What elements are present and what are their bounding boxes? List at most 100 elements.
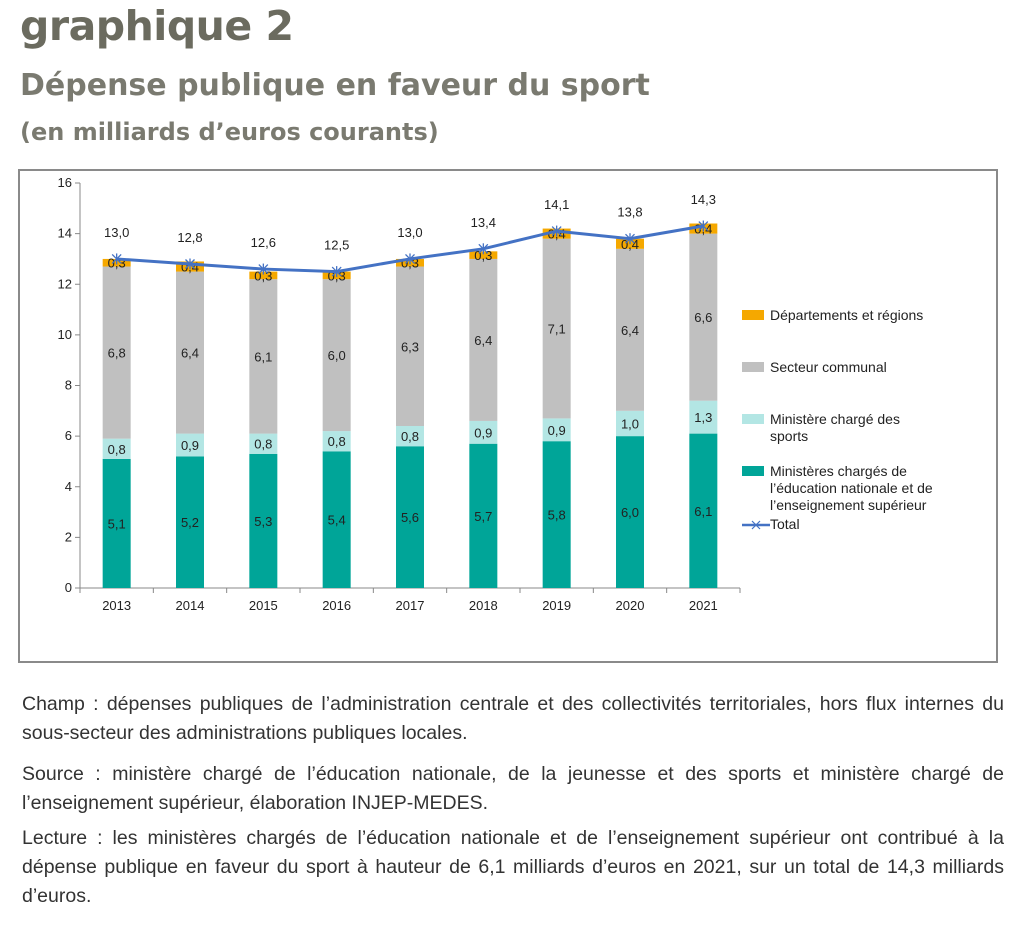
bar-segment: [689, 400, 718, 434]
bar-segment: [689, 433, 718, 588]
bar-segment: [176, 433, 204, 457]
bar-segment: [469, 420, 498, 444]
total-point-marker: [185, 258, 195, 270]
total-point-marker: [331, 266, 342, 278]
chart-subtitle: (en milliards d’euros courants): [20, 118, 439, 146]
y-tick-label: 6: [65, 428, 72, 443]
bar-segment-label: 6,4: [474, 333, 492, 348]
legend-item: Départements et régions: [742, 307, 923, 323]
bar-segment: [396, 266, 424, 426]
bar-segment: [469, 251, 498, 259]
y-tick-label: 0: [65, 580, 72, 595]
bar-segment: [249, 279, 278, 434]
total-point-marker: [258, 263, 269, 275]
y-tick-label: 12: [58, 276, 72, 291]
bar-segment: [542, 238, 571, 419]
x-tick-label: 2013: [102, 598, 131, 613]
bar-segment: [469, 258, 498, 421]
x-tick-label: 2019: [542, 598, 571, 613]
bar-segment: [102, 438, 131, 459]
y-tick-label: 14: [58, 226, 72, 241]
legend-swatch: [742, 466, 764, 476]
total-value-label: 13,4: [471, 215, 496, 230]
chart-axes: 0 2 4 6 8 10 12 14 16 2013 2014 2015 2016 2017 2018 201…: [58, 175, 741, 613]
total-value-label: 14,1: [544, 197, 569, 212]
note-source: Source : ministère chargé de l’éducation…: [22, 763, 1004, 814]
bar-segment-label: 7,1: [548, 322, 566, 337]
y-tick-label: 8: [65, 378, 72, 393]
bar-segment-label: 0,9: [474, 425, 492, 440]
bar-segment-label: 0,8: [108, 442, 126, 457]
x-tick-label: 2017: [396, 598, 425, 613]
bar-segment-label: 0,9: [548, 423, 566, 438]
bar-segment: [249, 453, 278, 588]
total-point-marker: [625, 233, 635, 245]
bar-segment: [542, 418, 571, 442]
figure-label: graphique 2: [20, 2, 294, 50]
bar-segment-label: 5,8: [548, 508, 566, 523]
chart-title: Dépense publique en faveur du sport: [20, 68, 650, 103]
legend-swatch: [742, 310, 764, 320]
legend-item: Secteur communal: [742, 359, 887, 375]
bar-segment-label: 0,3: [474, 248, 492, 263]
total-point-marker: [551, 225, 562, 237]
legend-swatch: [742, 414, 764, 424]
note-champ: Champ : dépenses publiques de l’administ…: [22, 693, 1004, 744]
bar-segment-label: 0,8: [328, 434, 346, 449]
bar-segment-label: 0,8: [401, 429, 419, 444]
total-value-label: 13,0: [397, 225, 422, 240]
bar-segment-label: 0,9: [181, 438, 199, 453]
bar-segment-label: 6,0: [621, 505, 639, 520]
bar-segment-label: 6,4: [181, 346, 199, 361]
bar-segment: [102, 266, 131, 439]
x-tick-label: 2021: [689, 598, 718, 613]
bar-segment: [176, 271, 204, 434]
x-tick-label: 2020: [616, 598, 645, 613]
bar-segment: [176, 456, 204, 588]
bar-segment: [249, 271, 278, 280]
y-tick-label: 10: [58, 327, 72, 342]
legend-item: Ministère chargé des sports: [742, 411, 900, 444]
y-tick-label: 4: [65, 479, 72, 494]
bar-segment: [249, 433, 278, 454]
y-tick-label: 2: [65, 529, 72, 544]
legend-label: Ministère chargé des sports: [770, 411, 900, 444]
bar-segment-label: 5,6: [401, 510, 419, 525]
legend-label: Ministères chargés de l’éducation nationa…: [770, 463, 933, 513]
legend-label: Total: [770, 516, 800, 532]
bar-segment: [542, 441, 571, 588]
bar-segment: [616, 436, 644, 588]
bar-segment: [616, 248, 644, 411]
legend-swatch: [742, 362, 764, 372]
bar-segment-label: 0,4: [621, 237, 639, 252]
bar-segment: [396, 426, 424, 447]
bar-segment-label: 6,3: [401, 339, 419, 354]
total-point-marker: [698, 220, 709, 232]
legend-item: Total: [742, 516, 800, 532]
total-value-label: 13,8: [617, 205, 642, 220]
total-point-marker: [111, 253, 122, 265]
bar-segment-label: 1,0: [621, 416, 639, 431]
bar-segment-label: 0,3: [254, 268, 272, 283]
bar-segment-label: 1,3: [694, 410, 712, 425]
bar-segment: [102, 458, 131, 588]
total-value-label: 12,5: [324, 238, 349, 253]
chart-canvas: 0 2 4 6 8 10 12 14 16 2013 2014 2015 2016 2017 2018 201…: [58, 175, 933, 613]
bar-segment: [322, 431, 351, 452]
bar-segment: [616, 410, 644, 437]
total-value-label: 12,8: [177, 230, 202, 245]
bar-segment: [396, 446, 424, 588]
note-lecture: Lecture : les ministères chargés de l’éd…: [22, 827, 1004, 907]
legend-item: Ministères chargés de l’éducation nationa…: [742, 463, 933, 513]
legend-label: Départements et régions: [770, 307, 923, 323]
bar-segment-label: 5,4: [328, 513, 346, 528]
bar-segment-label: 6,1: [254, 349, 272, 364]
bar-segment-label: 5,3: [254, 514, 272, 529]
x-tick-label: 2015: [249, 598, 278, 613]
bar-segment-label: 5,7: [474, 509, 492, 524]
x-tick-label: 2018: [469, 598, 498, 613]
total-value-label: 12,6: [251, 235, 276, 250]
bar-segment: [322, 279, 351, 432]
bar-segment: [469, 443, 498, 588]
chart-legend: Départements et régions Secteur communal M…: [742, 307, 933, 532]
